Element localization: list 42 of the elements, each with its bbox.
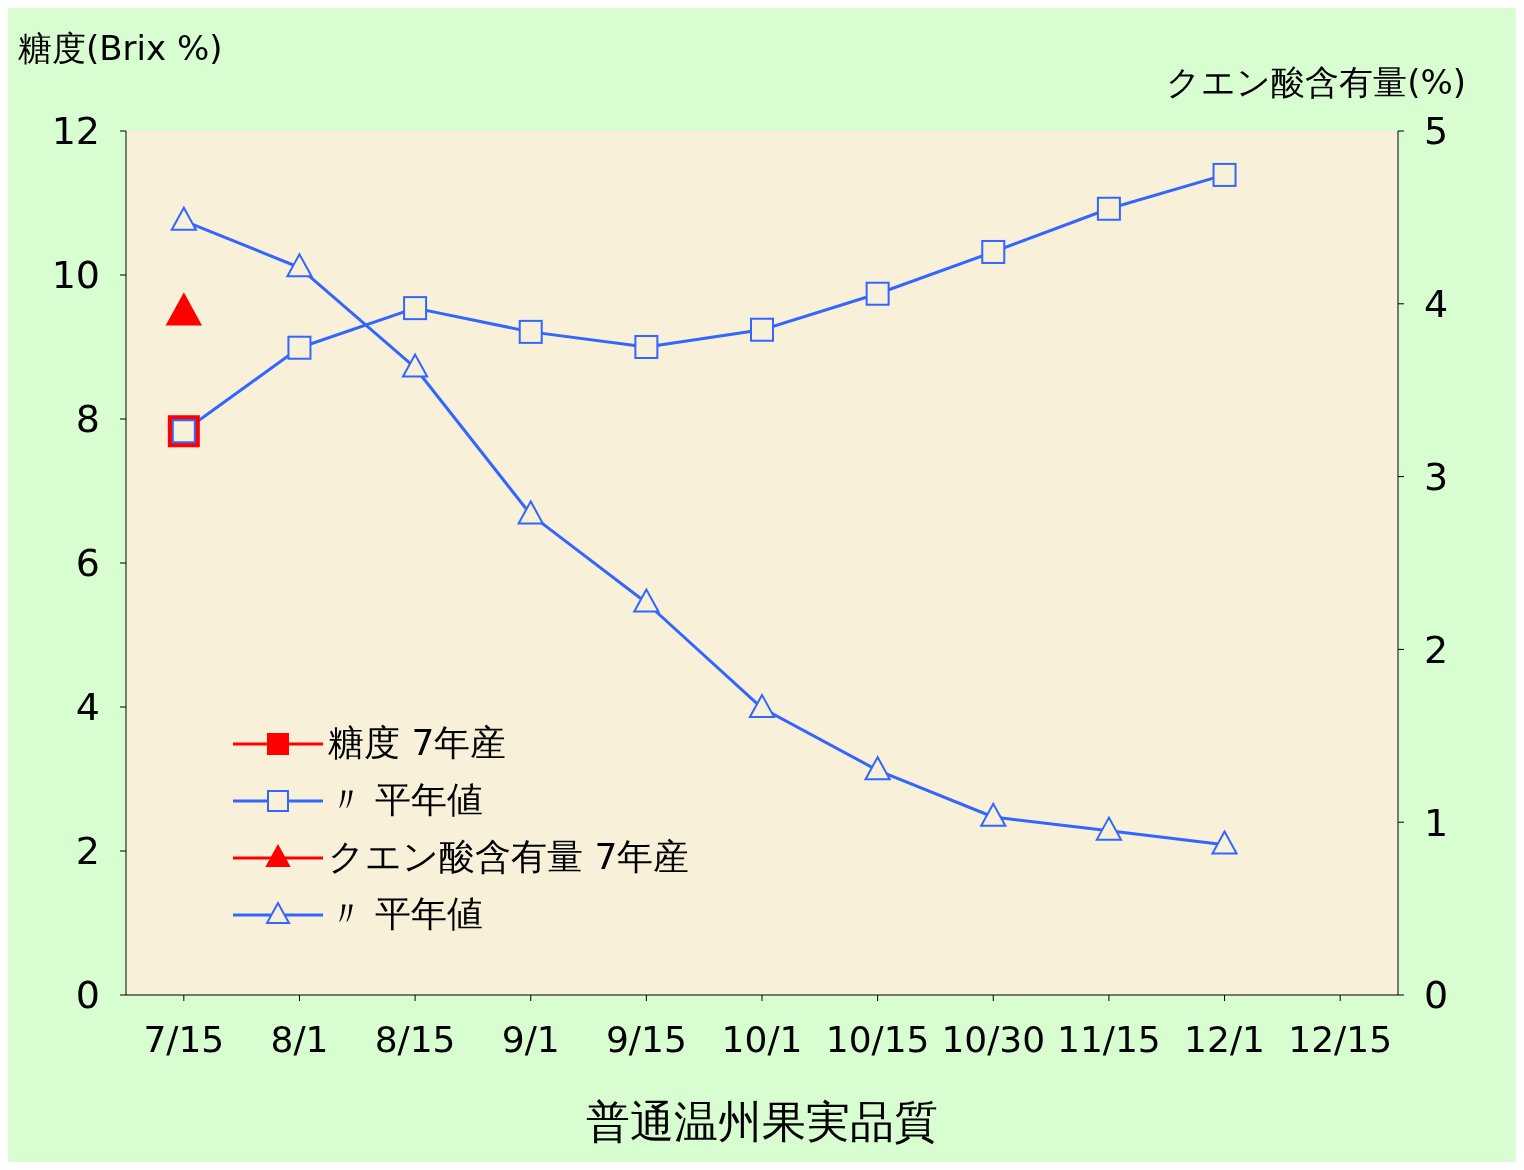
x-tick-label: 12/1 <box>1184 1018 1265 1060</box>
point <box>980 802 1007 827</box>
x-tick-label: 9/15 <box>605 1018 687 1060</box>
point <box>1211 830 1238 855</box>
point <box>166 293 202 326</box>
y2-tick-label: 5 <box>1424 109 1449 154</box>
point <box>170 206 197 231</box>
point <box>401 353 429 378</box>
y-tick-label: 10 <box>51 253 100 298</box>
point <box>517 500 544 525</box>
y2-tick-label: 4 <box>1424 282 1449 327</box>
legend-label: クエン酸含有量 7年産 <box>328 835 690 879</box>
y-tick-label: 0 <box>75 973 100 1018</box>
x-tick-label: 8/1 <box>270 1018 329 1060</box>
legend-label: 糖度 7年産 <box>328 721 507 765</box>
legend-label: 〃 平年値 <box>328 892 484 936</box>
x-tick-label: 12/15 <box>1288 1018 1393 1060</box>
point <box>748 693 776 718</box>
point <box>1095 816 1123 841</box>
x-tick-label: 8/15 <box>374 1018 456 1060</box>
point <box>864 756 891 781</box>
legend-label: 〃 平年値 <box>328 778 484 822</box>
point <box>633 588 660 613</box>
y2-tick-label: 3 <box>1424 455 1449 500</box>
x-tick-label: 10/1 <box>721 1018 803 1060</box>
text: 普通温州果実品質 <box>585 1095 939 1149</box>
y-axis-title: 糖度(Brix %) <box>18 27 223 70</box>
y2-tick-label: 2 <box>1424 627 1449 672</box>
x-tick-label: 11/15 <box>1057 1018 1161 1060</box>
x-tick-label: 9/1 <box>501 1018 560 1060</box>
y-tick-label: 8 <box>75 397 100 442</box>
y-tick-label: 4 <box>75 685 100 730</box>
x-tick-label: 10/30 <box>941 1018 1046 1060</box>
x-tick-label: 7/15 <box>143 1018 225 1060</box>
y2-axis-title: クエン酸含有量(%) <box>1166 61 1466 104</box>
y-tick-label: 6 <box>75 541 100 586</box>
y2-tick-label: 0 <box>1424 973 1449 1018</box>
y2-tick-label: 1 <box>1424 800 1449 845</box>
y-tick-label: 12 <box>51 109 100 154</box>
x-tick-label: 10/15 <box>825 1018 930 1060</box>
point <box>286 253 313 278</box>
y-tick-label: 2 <box>75 829 100 874</box>
